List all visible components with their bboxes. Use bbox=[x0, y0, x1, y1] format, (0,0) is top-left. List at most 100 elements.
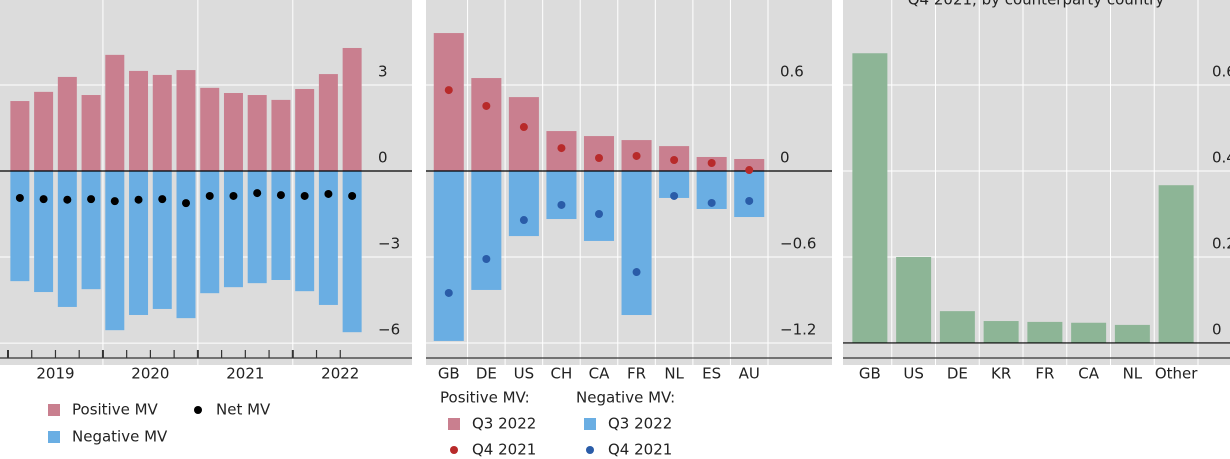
bar bbox=[621, 171, 652, 316]
x-tick-label: 2020 bbox=[131, 365, 169, 383]
bar bbox=[734, 158, 765, 172]
bar bbox=[1114, 324, 1150, 343]
dot bbox=[670, 155, 679, 164]
bar bbox=[583, 171, 615, 241]
y-tick-label: 0.6 bbox=[780, 63, 804, 81]
legend-label: Positive MV bbox=[72, 401, 159, 419]
legend-title: Negative MV: bbox=[576, 389, 675, 407]
x-tick-label: 2019 bbox=[36, 365, 74, 383]
bar bbox=[247, 95, 267, 172]
bar bbox=[1027, 321, 1063, 343]
bar bbox=[508, 97, 539, 172]
bar bbox=[939, 311, 975, 343]
y-tick-label: −1.2 bbox=[780, 320, 816, 338]
bar bbox=[34, 171, 54, 293]
x-tick-label: GB bbox=[438, 365, 460, 383]
dot bbox=[670, 191, 679, 200]
x-tick-label: 2022 bbox=[321, 365, 359, 383]
bar bbox=[1158, 185, 1194, 343]
bar bbox=[247, 171, 267, 284]
bar bbox=[342, 171, 362, 333]
dot bbox=[745, 166, 754, 175]
x-tick-label: US bbox=[903, 365, 924, 383]
bar bbox=[152, 171, 172, 309]
dot bbox=[205, 191, 214, 200]
chart-title: Q4 2021, by counterparty country bbox=[908, 0, 1165, 9]
dot bbox=[707, 159, 716, 168]
x-tick-label: GB bbox=[859, 365, 881, 383]
bar bbox=[10, 171, 30, 282]
bar bbox=[318, 171, 338, 305]
bar bbox=[295, 171, 315, 292]
y-tick-label: −3 bbox=[378, 235, 400, 253]
legend-label: Q3 2022 bbox=[608, 415, 672, 433]
dot bbox=[182, 199, 190, 208]
bar bbox=[318, 74, 338, 172]
dot bbox=[707, 198, 716, 207]
legend-label: Q4 2021 bbox=[472, 441, 536, 459]
y-tick-label: 0 bbox=[378, 149, 388, 167]
dot bbox=[39, 195, 48, 204]
legend-marker bbox=[450, 446, 458, 454]
y-tick-label: 3 bbox=[378, 62, 388, 80]
dot bbox=[276, 191, 285, 200]
dot bbox=[632, 268, 641, 277]
bar bbox=[105, 171, 125, 331]
bar bbox=[471, 171, 502, 290]
y-tick-label: 0 bbox=[1212, 320, 1222, 338]
x-tick-label: FR bbox=[1035, 365, 1054, 383]
legend-marker bbox=[584, 418, 596, 430]
bar bbox=[200, 87, 220, 172]
bar bbox=[81, 171, 101, 290]
bar bbox=[223, 93, 243, 172]
dot bbox=[745, 196, 754, 205]
bar bbox=[176, 171, 196, 319]
bar bbox=[433, 33, 464, 172]
bar bbox=[57, 171, 77, 307]
bar bbox=[342, 47, 362, 172]
y-tick-label: 0.4 bbox=[1212, 149, 1230, 167]
x-tick-label: ES bbox=[702, 365, 721, 383]
dot bbox=[482, 101, 491, 110]
dot bbox=[482, 254, 491, 263]
x-tick-label: NL bbox=[1123, 365, 1143, 383]
dot bbox=[324, 189, 333, 198]
bar bbox=[223, 171, 243, 288]
y-tick-label: 0.6 bbox=[1212, 63, 1230, 81]
y-tick-label: −6 bbox=[378, 321, 400, 339]
x-tick-label: DE bbox=[947, 365, 968, 383]
bar bbox=[471, 78, 502, 172]
bar bbox=[734, 171, 765, 218]
dot bbox=[444, 86, 453, 95]
x-tick-label: US bbox=[514, 365, 535, 383]
x-tick-label: KR bbox=[991, 365, 1011, 383]
dot bbox=[110, 197, 119, 206]
legend-marker bbox=[448, 418, 460, 430]
dot bbox=[519, 216, 528, 225]
dot bbox=[87, 195, 96, 204]
bar bbox=[200, 171, 220, 294]
x-tick-label: FR bbox=[627, 365, 646, 383]
x-tick-label: CA bbox=[589, 365, 610, 383]
x-tick-label: CH bbox=[551, 365, 573, 383]
dot bbox=[595, 210, 603, 219]
legend-marker bbox=[48, 431, 60, 443]
bar bbox=[295, 88, 315, 172]
dot bbox=[632, 151, 641, 160]
bar bbox=[983, 321, 1019, 343]
bar bbox=[129, 171, 149, 315]
x-tick-label: 2021 bbox=[226, 365, 264, 383]
bar bbox=[433, 171, 464, 341]
bar bbox=[271, 99, 291, 172]
bar bbox=[896, 256, 932, 343]
dot bbox=[63, 195, 72, 204]
legend-label: Net MV bbox=[216, 401, 271, 419]
x-tick-label: NL bbox=[664, 365, 684, 383]
dot bbox=[595, 153, 603, 162]
x-tick-label: AU bbox=[739, 365, 760, 383]
bar bbox=[1071, 322, 1107, 343]
x-tick-label: CA bbox=[1078, 365, 1099, 383]
bar bbox=[57, 76, 77, 172]
dot bbox=[557, 144, 566, 153]
